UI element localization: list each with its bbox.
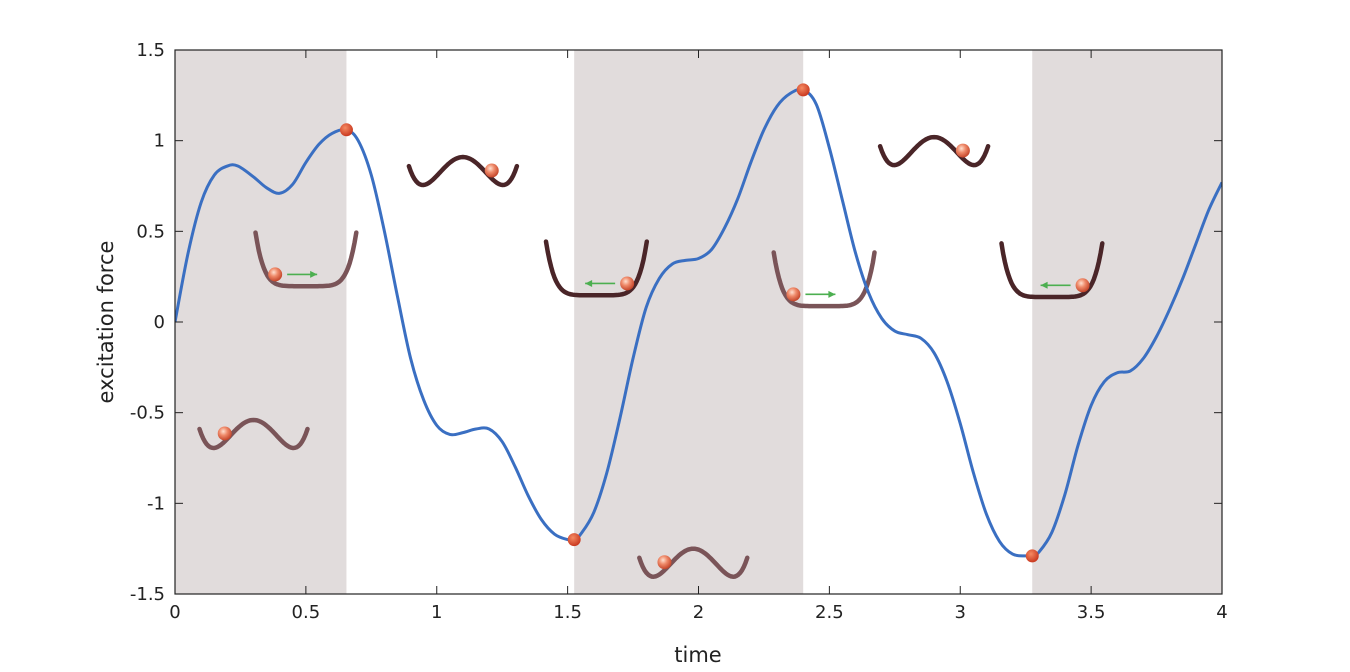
potential-curve xyxy=(637,546,750,579)
y-tick-label: 0.5 xyxy=(136,221,165,242)
y-tick-label: -1.5 xyxy=(130,584,165,605)
potential-well-inset xyxy=(253,230,359,289)
potential-well-inset xyxy=(999,241,1105,300)
series-line xyxy=(175,87,1222,558)
marker-point xyxy=(339,123,353,137)
x-tick-label: 0.5 xyxy=(292,602,321,623)
arrow-head-icon xyxy=(1040,281,1048,289)
potential-well-inset xyxy=(197,417,310,451)
potential-curve xyxy=(999,241,1105,300)
x-tick-label: 4 xyxy=(1216,602,1227,623)
potential-well-inset xyxy=(637,546,750,579)
series-layer xyxy=(175,87,1222,558)
ball-icon xyxy=(217,426,232,441)
x-axis-label: time xyxy=(674,643,721,667)
potential-curve xyxy=(771,250,877,309)
arrow-head-icon xyxy=(828,290,836,298)
y-tick-label: -0.5 xyxy=(130,403,165,424)
ball-icon xyxy=(1075,278,1090,293)
potential-well-inset xyxy=(543,239,650,298)
potential-curve xyxy=(406,154,520,188)
shaded-interval xyxy=(175,50,347,594)
ball-icon xyxy=(955,143,970,158)
y-tick-label: 1.5 xyxy=(136,40,165,61)
ball-icon xyxy=(786,287,801,302)
x-tick-label: 3.5 xyxy=(1077,602,1106,623)
potential-curve xyxy=(877,134,991,168)
x-tick-label: 0 xyxy=(169,602,180,623)
shaded-interval xyxy=(1032,50,1222,594)
y-tick-label: 1 xyxy=(154,131,165,152)
axes: 0 0.5 1 1.5 2 2.5 3 3.5 4 -1.5 -1 -0.5 0 0.5 1 1.5 xyxy=(130,40,1228,623)
ball-icon xyxy=(620,276,635,291)
ball-icon xyxy=(484,163,499,178)
potential-curve xyxy=(543,239,650,298)
arrow-head-icon xyxy=(585,279,593,287)
ball-icon xyxy=(657,555,672,570)
x-tick-label: 1.5 xyxy=(553,602,582,623)
x-tick-label: 2.5 xyxy=(815,602,844,623)
potential-well-inset xyxy=(771,250,877,309)
potential-well-insets xyxy=(197,134,1105,579)
marker-point xyxy=(567,533,581,547)
y-axis-label: excitation force xyxy=(94,241,118,404)
marker-point xyxy=(1025,549,1039,563)
arrow-head-icon xyxy=(310,270,318,278)
ball-icon xyxy=(268,267,283,282)
x-tick-label: 3 xyxy=(955,602,966,623)
y-tick-label: -1 xyxy=(147,493,165,514)
shaded-intervals xyxy=(175,50,1222,594)
marker-layer xyxy=(339,83,1039,563)
potential-curve xyxy=(197,417,310,451)
potential-well-inset xyxy=(877,134,991,168)
potential-curve xyxy=(253,230,359,289)
x-tick-label: 2 xyxy=(693,602,704,623)
marker-point xyxy=(796,83,810,97)
x-tick-label: 1 xyxy=(431,602,442,623)
potential-well-inset xyxy=(406,154,520,188)
y-tick-label: 0 xyxy=(154,312,165,333)
shaded-interval xyxy=(574,50,804,594)
